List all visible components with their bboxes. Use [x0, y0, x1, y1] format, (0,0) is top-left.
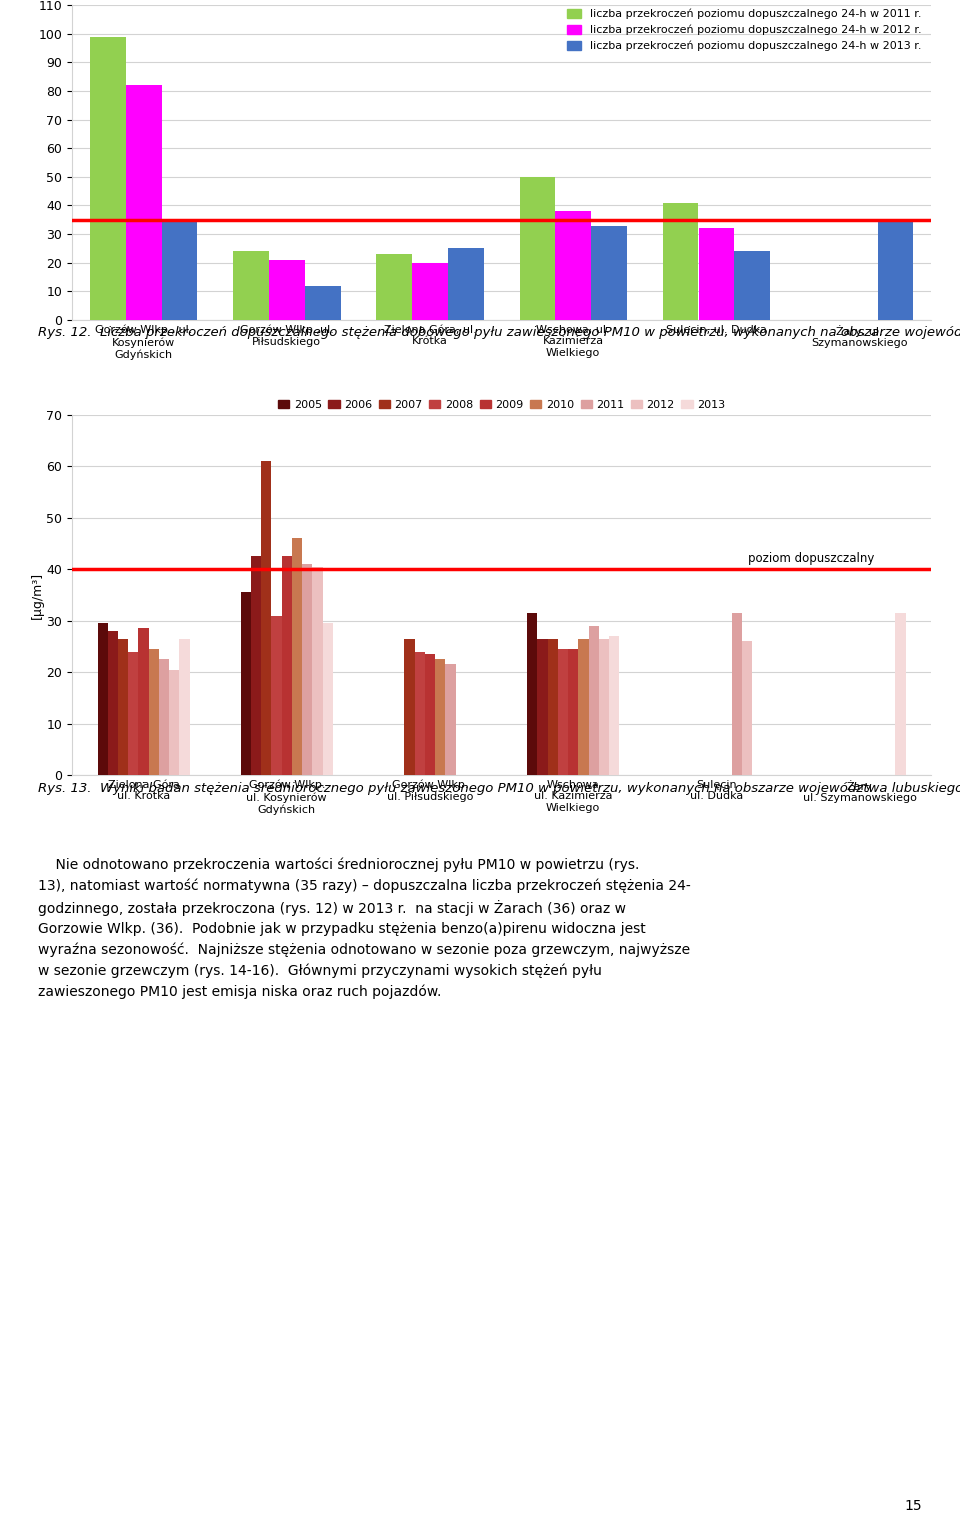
- Bar: [269, 259, 304, 320]
- Text: poziom dopuszczalny: poziom dopuszczalny: [748, 552, 875, 566]
- Bar: [599, 639, 609, 775]
- Legend: liczba przekroczeń poziomu dopuszczalnego 24-h w 2011 r., liczba przekroczeń poz: liczba przekroczeń poziomu dopuszczalneg…: [563, 5, 925, 56]
- Bar: [412, 262, 448, 320]
- Bar: [180, 639, 190, 775]
- Bar: [558, 650, 568, 775]
- Bar: [519, 177, 555, 320]
- Bar: [609, 636, 619, 775]
- Bar: [323, 624, 333, 775]
- Bar: [527, 613, 538, 775]
- Bar: [108, 631, 118, 775]
- Bar: [149, 650, 159, 775]
- Bar: [578, 639, 588, 775]
- Bar: [415, 651, 425, 775]
- Bar: [662, 203, 699, 320]
- Bar: [90, 37, 126, 320]
- Bar: [304, 285, 341, 320]
- Bar: [734, 252, 770, 320]
- Bar: [118, 639, 129, 775]
- Bar: [538, 639, 547, 775]
- Text: Rys. 12.  Liczba przekroczeń dopuszczalnego stężenia dobowego pyłu zawieszonego : Rys. 12. Liczba przekroczeń dopuszczalne…: [38, 326, 960, 339]
- Bar: [732, 613, 742, 775]
- Legend: 2005, 2006, 2007, 2008, 2009, 2010, 2011, 2012, 2013: 2005, 2006, 2007, 2008, 2009, 2010, 2011…: [274, 395, 730, 415]
- Bar: [376, 255, 412, 320]
- Bar: [129, 651, 138, 775]
- Text: Rys. 13.  Wyniki badan stężenia średniorocznego pyłu zawieszonego PM10 w powietr: Rys. 13. Wyniki badan stężenia średnioro…: [38, 782, 960, 795]
- Bar: [241, 592, 251, 775]
- Bar: [445, 665, 456, 775]
- Bar: [302, 564, 312, 775]
- Bar: [591, 226, 627, 320]
- Bar: [555, 210, 591, 320]
- Bar: [292, 538, 302, 775]
- Bar: [161, 220, 198, 320]
- Bar: [272, 616, 281, 775]
- Bar: [699, 229, 734, 320]
- Bar: [251, 557, 261, 775]
- Bar: [126, 85, 161, 320]
- Bar: [425, 654, 435, 775]
- Bar: [312, 567, 323, 775]
- Bar: [448, 249, 484, 320]
- Text: Nie odnotowano przekroczenia wartości średniorocznej pyłu PM10 w powietrzu (rys.: Nie odnotowano przekroczenia wartości śr…: [38, 859, 691, 999]
- Bar: [159, 659, 169, 775]
- Y-axis label: [μg/m³]: [μg/m³]: [31, 572, 43, 619]
- Bar: [281, 557, 292, 775]
- Bar: [435, 659, 445, 775]
- Bar: [98, 624, 108, 775]
- Bar: [896, 613, 905, 775]
- Bar: [742, 642, 753, 775]
- Bar: [547, 639, 558, 775]
- Bar: [138, 628, 149, 775]
- Bar: [169, 669, 180, 775]
- Bar: [568, 650, 578, 775]
- Bar: [233, 252, 269, 320]
- Bar: [877, 220, 913, 320]
- Bar: [261, 461, 272, 775]
- Bar: [404, 639, 415, 775]
- Bar: [588, 625, 599, 775]
- Text: 15: 15: [904, 1499, 922, 1513]
